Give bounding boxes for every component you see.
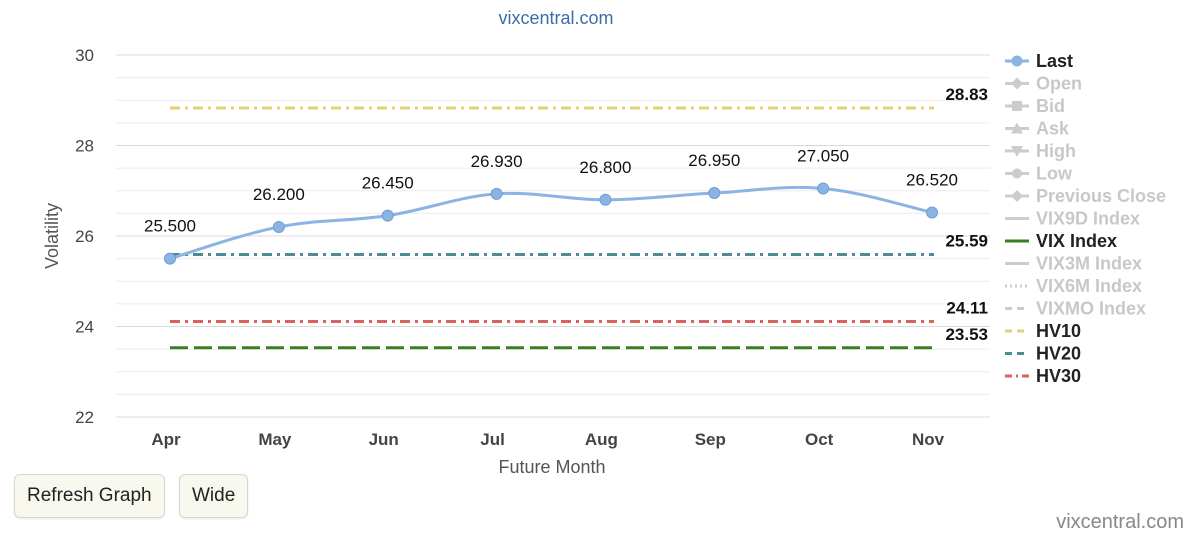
x-tick-label: Jul [480,430,505,449]
x-tick-label: Oct [805,430,834,449]
data-label: 25.500 [144,217,196,236]
legend-label: High [1036,141,1076,161]
y-axis-ticks: 22 24 26 28 30 [75,46,94,427]
legend-item[interactable]: High [1005,141,1076,161]
legend-item[interactable]: VIXMO Index [1005,299,1146,319]
legend-label: HV30 [1036,366,1081,386]
legend-label: Last [1036,51,1073,71]
data-label: 26.950 [688,151,740,170]
y-tick-label: 26 [75,227,94,246]
x-axis-title: Future Month [498,457,605,477]
reference-line-label: 28.83 [945,85,988,104]
legend-item[interactable]: Last [1005,51,1073,71]
legend-label: VIXMO Index [1036,299,1146,319]
legend-item[interactable]: Ask [1005,119,1070,139]
legend-label: VIX Index [1036,231,1117,251]
data-label: 26.800 [579,158,631,177]
legend-item[interactable]: Low [1005,164,1073,184]
legend-label: Previous Close [1036,186,1166,206]
legend-marker-triangle [1011,122,1023,134]
legend-marker-diamond [1011,190,1023,202]
data-label: 26.200 [253,185,305,204]
data-label: 26.450 [362,174,414,193]
data-label: 27.050 [797,146,849,165]
legend-item[interactable]: VIX3M Index [1005,254,1142,274]
x-axis-ticks: Apr May Jun Jul Aug Sep Oct Nov [151,430,944,449]
x-tick-label: Sep [695,430,726,449]
x-tick-label: Aug [585,430,618,449]
data-label: 26.520 [906,170,958,189]
series-last: 25.500 26.200 26.450 26.930 26.800 26.950 27.0… [144,146,958,265]
wide-button[interactable]: Wide [179,474,249,518]
legend-item[interactable]: HV30 [1005,366,1081,386]
legend-label: Low [1036,164,1073,184]
data-point [599,193,612,206]
legend-label: VIX9D Index [1036,209,1140,229]
y-tick-label: 28 [75,137,94,156]
legend-label: Bid [1036,96,1065,116]
data-point [272,220,285,233]
reference-line-label: 23.53 [945,325,988,344]
data-point [381,209,394,222]
refresh-graph-button[interactable]: Refresh Graph [14,474,165,518]
legend-label: Ask [1036,119,1070,139]
x-tick-label: Jun [369,430,399,449]
data-point [817,182,830,195]
data-point [926,206,938,219]
legend-item[interactable]: Previous Close [1005,186,1166,206]
data-point [708,187,721,200]
legend-item[interactable]: VIX Index [1005,231,1117,251]
series-line-last [169,185,933,261]
credit-text: vixcentral.com [1056,511,1184,533]
data-point [490,187,503,200]
legend-item[interactable]: HV20 [1005,344,1081,364]
reference-line-label: 25.59 [945,232,988,251]
legend-label: VIX6M Index [1036,276,1142,296]
y-axis-title: Volatility [42,203,62,269]
legend-label: Open [1036,74,1082,94]
legend-marker-circle [1012,168,1022,179]
legend-marker-square [1012,101,1022,111]
y-tick-label: 24 [75,318,94,337]
legend-item[interactable]: VIX6M Index [1005,276,1142,296]
reference-lines: 28.83 25.59 24.11 23.53 [170,85,988,350]
chart-title: vixcentral.com [498,8,613,28]
y-tick-label: 30 [75,46,94,65]
legend-marker-triangle-down [1011,146,1023,157]
reference-line-label: 24.11 [946,299,988,318]
legend-marker-diamond [1011,77,1023,90]
y-tick-label: 22 [75,408,94,427]
legend-item[interactable]: HV10 [1005,321,1081,341]
legend-label: HV20 [1036,344,1081,364]
x-tick-label: Nov [912,430,945,449]
legend-label: VIX3M Index [1036,254,1142,274]
data-label: 26.930 [471,152,523,171]
x-tick-label: Apr [151,430,181,449]
legend-item[interactable]: Bid [1005,96,1065,116]
legend-item[interactable]: VIX9D Index [1005,209,1140,229]
legend-label: HV10 [1036,321,1081,341]
legend-item[interactable]: Open [1005,74,1082,94]
x-tick-label: May [258,430,292,449]
legend-marker-circle [1011,55,1023,67]
data-point [164,252,176,265]
grid [116,54,990,418]
